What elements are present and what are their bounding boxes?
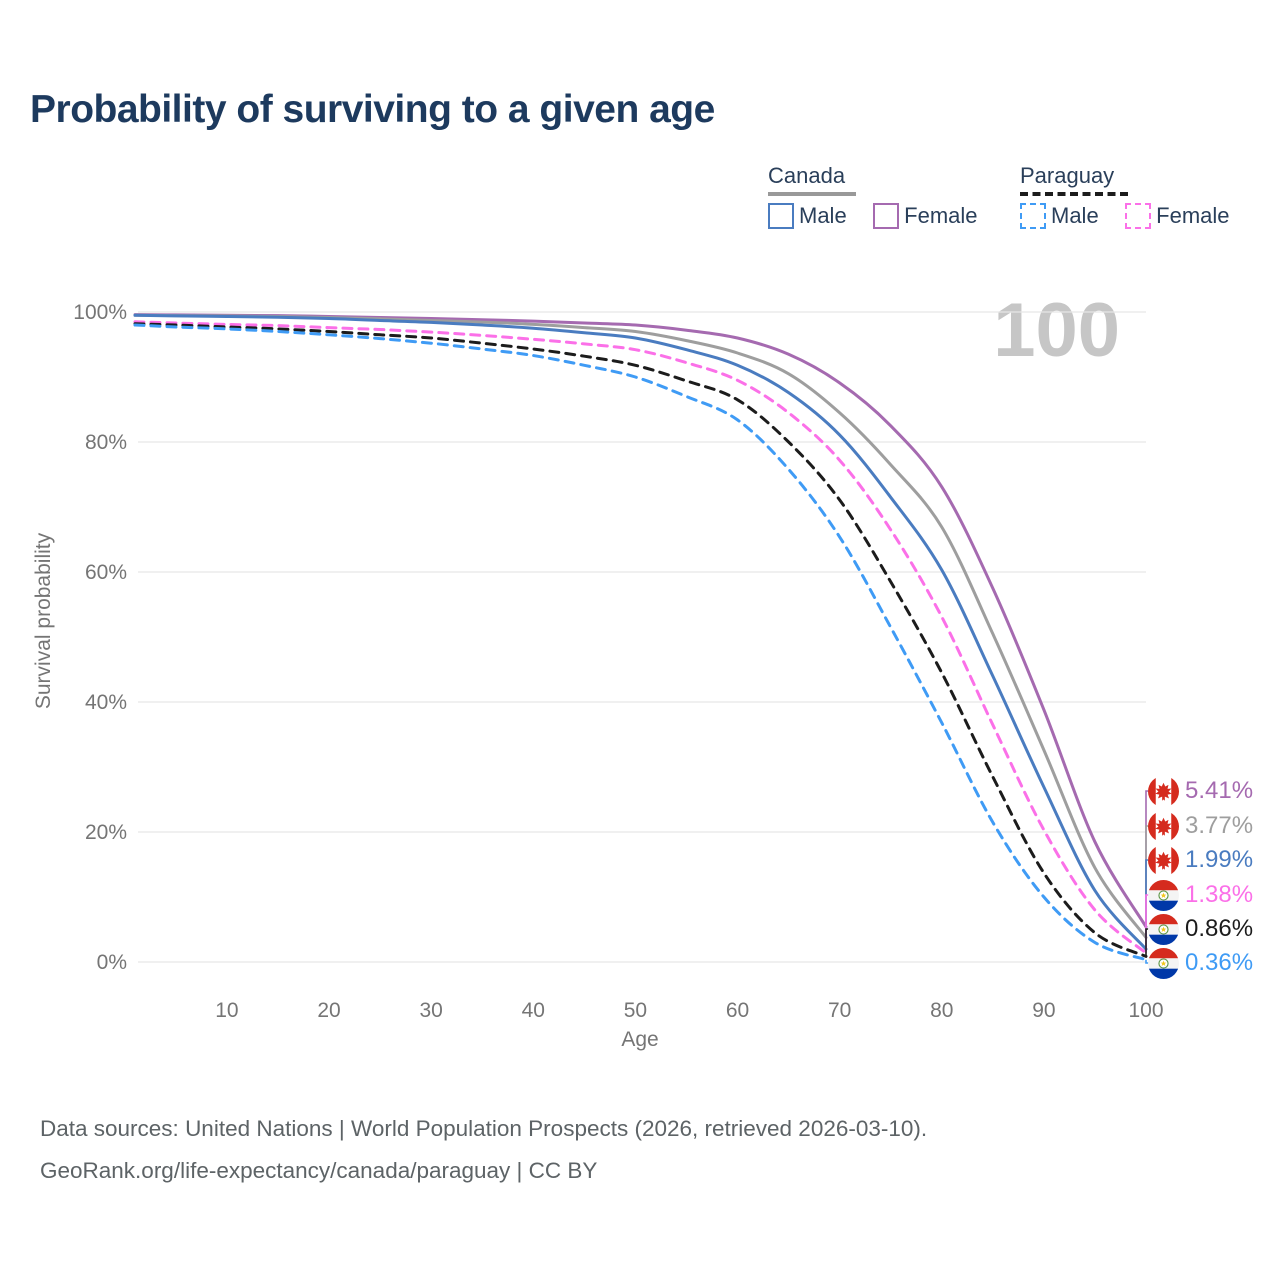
canada-solid-line-sample <box>768 192 856 196</box>
legend-canada-title[interactable]: Canada <box>768 163 846 188</box>
legend-canada-female-label: Female <box>904 203 978 228</box>
legend-paraguay-male-label: Male <box>1051 203 1099 228</box>
legend-paraguay-female[interactable]: Female <box>1125 203 1230 229</box>
end-value-canada-female: 5.41% <box>1185 777 1254 804</box>
x-tick-label: 70 <box>828 999 851 1022</box>
curve-paraguay-male[interactable] <box>133 323 1148 962</box>
legend-canada-male[interactable]: Male <box>768 203 847 229</box>
end-label-canada-both: 3.77% <box>1148 810 1253 842</box>
end-value-canada-both: 3.77% <box>1185 812 1254 839</box>
x-tick-label: 60 <box>726 999 749 1022</box>
end-label-paraguay-female: 1.38% <box>1148 879 1253 911</box>
end-label-canada-female: 5.41% <box>1148 775 1253 807</box>
end-value-paraguay-male: 0.36% <box>1185 949 1254 976</box>
x-tick-label: 30 <box>419 999 442 1022</box>
x-tick-label: 40 <box>522 999 545 1022</box>
paraguay-flag-icon <box>1148 913 1179 945</box>
legend-canada-male-label: Male <box>799 203 847 228</box>
x-tick-label: 50 <box>624 999 647 1022</box>
legend-group-paraguay: Paraguay Male Female <box>1020 163 1230 234</box>
paraguay-dashed-line-sample <box>1020 192 1128 196</box>
legend-paraguay-title[interactable]: Paraguay <box>1020 163 1115 188</box>
legend-canada-female[interactable]: Female <box>873 203 978 229</box>
end-label-paraguay-both: 0.86% <box>1148 913 1253 945</box>
footer: Data sources: United Nations | World Pop… <box>40 1108 927 1192</box>
legend-paraguay-male[interactable]: Male <box>1020 203 1099 229</box>
curve-canada-both-sexes[interactable] <box>133 313 1148 939</box>
canada-flag-icon <box>1148 775 1179 807</box>
canada-female-swatch-icon <box>873 203 900 229</box>
y-tick-label: 20% <box>85 821 127 844</box>
y-tick-label: 100% <box>73 301 127 324</box>
page-title: Probability of surviving to a given age <box>30 88 715 131</box>
curve-paraguay-both-sexes[interactable] <box>133 322 1148 958</box>
paraguay-flag-icon <box>1148 879 1179 911</box>
canada-flag-icon <box>1148 810 1179 842</box>
legend-paraguay-female-label: Female <box>1156 203 1230 228</box>
curve-paraguay-female[interactable] <box>133 320 1148 955</box>
data-sources-line: Data sources: United Nations | World Pop… <box>40 1116 928 1141</box>
hover-age-watermark: 100 <box>993 288 1120 373</box>
x-axis-title: Age <box>621 1028 659 1051</box>
x-tick-label: 20 <box>317 999 340 1022</box>
y-tick-label: 60% <box>85 561 127 584</box>
y-tick-label: 0% <box>97 951 127 974</box>
x-tick-label: 10 <box>215 999 238 1022</box>
paraguay-female-swatch-icon <box>1125 203 1152 229</box>
end-label-paraguay-male: 0.36% <box>1148 947 1253 979</box>
end-value-paraguay-both: 0.86% <box>1185 915 1254 942</box>
attribution-line[interactable]: GeoRank.org/life-expectancy/canada/parag… <box>40 1158 598 1183</box>
y-tick-label: 40% <box>85 691 127 714</box>
end-value-paraguay-female: 1.38% <box>1185 881 1254 908</box>
paraguay-male-swatch-icon <box>1020 203 1046 229</box>
paraguay-flag-icon <box>1148 947 1179 979</box>
x-tick-label: 100 <box>1128 999 1163 1022</box>
y-axis-title: Survival probability <box>32 532 55 710</box>
legend-group-canada: Canada Male Female <box>768 163 978 234</box>
canada-flag-icon <box>1148 844 1179 876</box>
end-label-canada-male: 1.99% <box>1148 844 1253 876</box>
x-tick-label: 80 <box>930 999 953 1022</box>
curve-canada-female[interactable] <box>133 313 1148 929</box>
y-tick-label: 80% <box>85 431 127 454</box>
end-value-canada-male: 1.99% <box>1185 846 1254 873</box>
curve-canada-male[interactable] <box>133 313 1148 951</box>
x-tick-label: 90 <box>1032 999 1055 1022</box>
canada-male-swatch-icon <box>768 203 794 229</box>
